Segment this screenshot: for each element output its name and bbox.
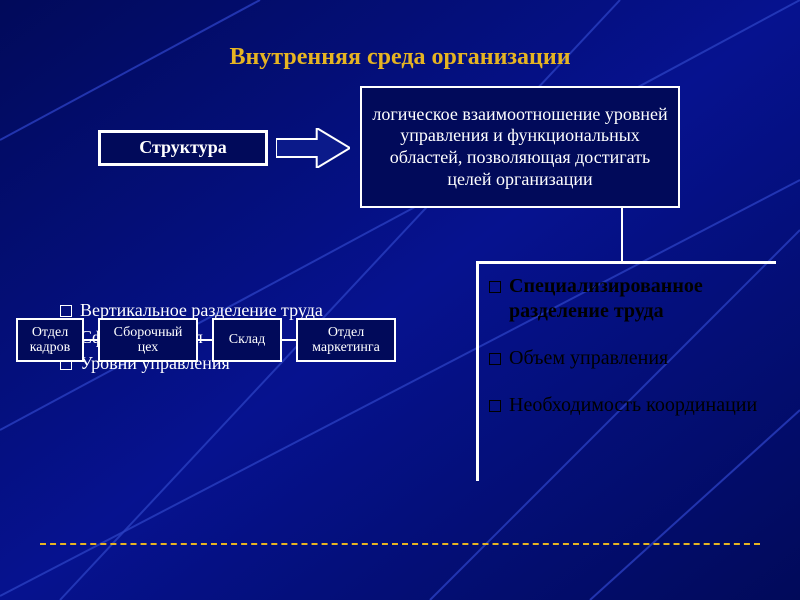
stage: Внутренняя среда организации Структура л…: [0, 0, 800, 600]
bullet-item: Объем управления: [489, 346, 776, 371]
department-chain: Отдел кадров Сборочный цех Склад Отдел марк…: [16, 318, 396, 362]
bullet-item: Специализированное разделение труда: [489, 274, 776, 324]
chain-node: Сборочный цех: [98, 318, 198, 362]
chain-link: [198, 339, 212, 341]
right-bullet-list: Специализированное разделение труда Объем…: [489, 274, 776, 418]
chain-link: [282, 339, 296, 341]
chain-link: [84, 339, 98, 341]
right-panel: Специализированное разделение труда Объем…: [476, 261, 776, 481]
chain-node: Отдел кадров: [16, 318, 84, 362]
chain-node: Отдел маркетинга: [296, 318, 396, 362]
chain-node: Склад: [212, 318, 282, 362]
bullet-item: Необходимость координации: [489, 393, 776, 418]
footer-rule: [40, 543, 760, 545]
